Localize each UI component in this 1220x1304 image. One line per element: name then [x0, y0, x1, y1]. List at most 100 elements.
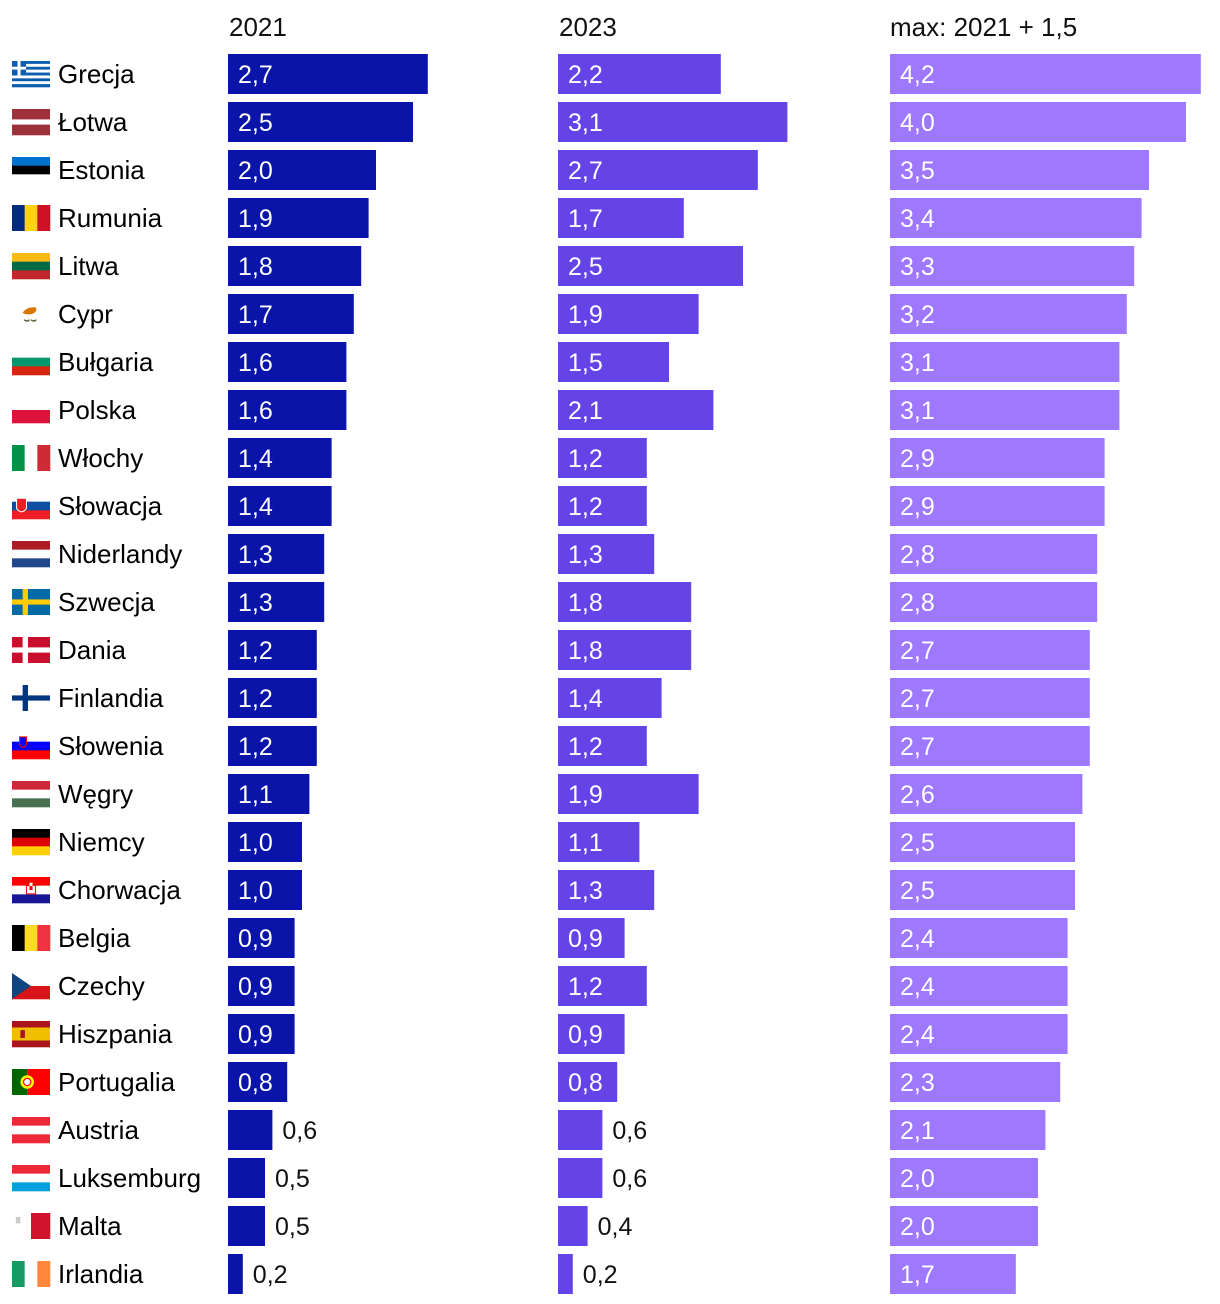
bar-2023 — [558, 438, 647, 478]
bar-max — [890, 678, 1090, 718]
data-label: 2,1 — [568, 397, 603, 425]
bar-2023 — [558, 1110, 603, 1150]
country-label: Włochy — [58, 443, 143, 473]
bar-2023 — [558, 822, 640, 862]
country-label: Portugalia — [58, 1067, 176, 1097]
data-label: 2,2 — [568, 61, 603, 89]
country-label: Belgia — [58, 923, 131, 953]
data-label: 4,2 — [900, 61, 935, 89]
bar-2021 — [228, 390, 347, 430]
flag-luxembourg-icon — [12, 1165, 50, 1192]
data-label: 3,3 — [900, 253, 935, 281]
bar-2023 — [558, 1206, 588, 1246]
bar-max — [890, 726, 1090, 766]
flag-croatia-icon — [12, 877, 50, 904]
bar-2021 — [228, 822, 302, 862]
bar-max — [890, 774, 1083, 814]
data-label: 0,9 — [568, 925, 603, 953]
bar-max — [890, 342, 1120, 382]
flag-netherlands-icon — [12, 541, 50, 568]
bar-2021 — [228, 1158, 265, 1198]
bar-max — [890, 246, 1135, 286]
data-label: 0,9 — [568, 1021, 603, 1049]
data-label: 1,2 — [238, 685, 273, 713]
data-label: 2,3 — [900, 1069, 935, 1097]
data-label: 0,5 — [275, 1165, 310, 1193]
bar-2021 — [228, 582, 325, 622]
data-label: 2,5 — [900, 829, 935, 857]
country-label: Szwecja — [58, 587, 155, 617]
flag-sweden-icon — [12, 589, 50, 615]
bar-2021 — [228, 1206, 265, 1246]
bar-max — [890, 630, 1090, 670]
panel-title-max: max: 2021 + 1,5 — [890, 12, 1078, 42]
bar-2021 — [228, 198, 369, 238]
data-label: 1,3 — [568, 541, 603, 569]
data-label: 1,7 — [900, 1261, 935, 1289]
data-label: 1,7 — [568, 205, 603, 233]
data-label: 1,2 — [238, 637, 273, 665]
bar-max — [890, 966, 1068, 1006]
flag-slovenia-icon — [12, 733, 50, 760]
data-label: 0,2 — [583, 1261, 618, 1289]
data-label: 1,9 — [568, 781, 603, 809]
bar-max — [890, 1014, 1068, 1054]
bar-max — [890, 1254, 1016, 1294]
bar-max — [890, 1110, 1046, 1150]
flag-malta-icon — [12, 1213, 51, 1239]
data-label: 1,2 — [568, 733, 603, 761]
country-label: Łotwa — [58, 107, 128, 137]
bar-2023 — [558, 630, 692, 670]
bar-max — [890, 294, 1127, 334]
bar-max — [890, 1206, 1038, 1246]
bar-2023 — [558, 198, 684, 238]
country-label: Bułgaria — [58, 347, 154, 377]
data-label: 2,4 — [900, 1021, 935, 1049]
data-label: 3,1 — [900, 397, 935, 425]
data-label: 2,1 — [900, 1117, 935, 1145]
data-label: 2,5 — [568, 253, 603, 281]
bar-2023 — [558, 1254, 573, 1294]
bar-2023 — [558, 294, 699, 334]
flag-cyprus-icon — [12, 301, 50, 327]
flag-estonia-icon — [12, 157, 50, 184]
bar-2023 — [558, 678, 662, 718]
bar-max — [890, 1158, 1038, 1198]
data-label: 2,5 — [238, 109, 273, 137]
bar-max — [890, 486, 1105, 526]
bar-2021 — [228, 294, 354, 334]
data-label: 1,6 — [238, 397, 273, 425]
data-label: 1,5 — [568, 349, 603, 377]
data-label: 2,6 — [900, 781, 935, 809]
country-label: Węgry — [58, 779, 133, 809]
bar-2023 — [558, 342, 669, 382]
data-label: 0,6 — [612, 1165, 647, 1193]
country-label: Czechy — [58, 971, 145, 1001]
flag-portugal-icon — [12, 1069, 50, 1095]
flag-germany-icon — [12, 829, 50, 856]
flag-italy-icon — [12, 445, 51, 471]
data-label: 1,4 — [568, 685, 603, 713]
country-label: Polska — [58, 395, 137, 425]
data-label: 2,9 — [900, 493, 935, 521]
data-label: 1,7 — [238, 301, 273, 329]
data-label: 0,8 — [568, 1069, 603, 1097]
bar-2021 — [228, 486, 332, 526]
country-label: Słowenia — [58, 731, 164, 761]
bar-2023 — [558, 1158, 603, 1198]
bar-2023 — [558, 726, 647, 766]
bar-2023 — [558, 870, 655, 910]
data-label: 1,3 — [238, 541, 273, 569]
bar-2021 — [228, 918, 295, 958]
bar-max — [890, 438, 1105, 478]
data-label: 3,1 — [568, 109, 603, 137]
bar-2021 — [228, 966, 295, 1006]
flag-poland-icon — [12, 397, 50, 424]
country-label: Estonia — [58, 155, 145, 185]
data-label: 2,4 — [900, 925, 935, 953]
bar-max — [890, 390, 1120, 430]
data-label: 2,0 — [238, 157, 273, 185]
data-label: 1,2 — [568, 493, 603, 521]
bar-2021 — [228, 150, 376, 190]
flag-bulgaria-icon — [12, 349, 50, 376]
